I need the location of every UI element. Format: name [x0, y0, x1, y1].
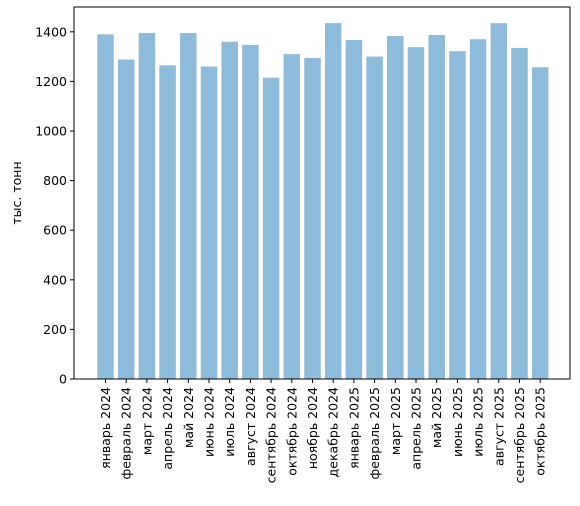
bar [531, 67, 549, 379]
plot-frame [73, 6, 571, 380]
y-tick-label: 400 [43, 272, 67, 287]
x-tick-label: октябрь 2024 [284, 387, 299, 476]
bars-group [97, 23, 549, 380]
bar [469, 39, 487, 380]
x-tick-label: май 2025 [429, 387, 444, 448]
bar [345, 39, 363, 379]
x-tick-label: декабрь 2024 [326, 387, 341, 477]
bar [324, 23, 342, 380]
y-tick-label: 0 [59, 372, 67, 387]
x-tick-label: февраль 2024 [119, 387, 134, 480]
x-tick-label: октябрь 2025 [533, 387, 548, 476]
bar [304, 57, 321, 380]
bar [138, 33, 156, 379]
bar [200, 66, 218, 380]
x-tick-label: июнь 2025 [450, 387, 465, 457]
bar [262, 77, 280, 380]
x-tick-label: апрель 2025 [409, 387, 424, 470]
bar [449, 51, 466, 379]
y-axis-label: тыс. тонн [9, 161, 24, 224]
bar [117, 59, 135, 380]
y-tick-label: 600 [43, 223, 67, 238]
x-tick-label: июль 2024 [222, 387, 237, 457]
bar [387, 36, 404, 380]
x-tick-label: март 2025 [388, 387, 403, 455]
x-tick-label: январь 2024 [98, 387, 113, 469]
x-tick-label: апрель 2024 [160, 387, 175, 470]
y-tick-label: 1200 [35, 74, 67, 89]
x-tick-label: май 2024 [181, 387, 196, 448]
y-tick-label: 1000 [35, 124, 67, 139]
x-tick-label: март 2024 [139, 387, 154, 455]
bar [180, 33, 197, 379]
x-tick-label: ноябрь 2024 [305, 387, 320, 469]
x-tick-label: сентябрь 2024 [264, 387, 279, 483]
bar [490, 23, 508, 380]
x-axis: январь 2024 февраль 2024 март 2024 апрель 2… [98, 379, 548, 483]
bar [407, 47, 425, 380]
y-tick-label: 1400 [35, 24, 67, 39]
x-tick-label: июнь 2024 [202, 387, 217, 457]
bar [283, 54, 301, 380]
bar [242, 44, 259, 379]
y-tick-label: 200 [43, 322, 67, 337]
bar [97, 34, 114, 379]
x-tick-label: январь 2025 [346, 387, 361, 469]
bar [159, 65, 176, 379]
x-tick-label: август 2024 [243, 387, 258, 466]
x-tick-label: февраль 2025 [367, 387, 382, 479]
x-tick-label: август 2025 [491, 387, 506, 466]
y-axis: 0 200 400 600 800 1000 1200 1400 [35, 24, 74, 387]
y-tick-label: 800 [43, 173, 67, 188]
bar [366, 56, 383, 379]
bar [511, 47, 528, 380]
bar [221, 41, 238, 379]
x-tick-label: июль 2025 [471, 387, 486, 457]
x-tick-label: сентябрь 2025 [512, 387, 527, 483]
bar [428, 35, 445, 380]
